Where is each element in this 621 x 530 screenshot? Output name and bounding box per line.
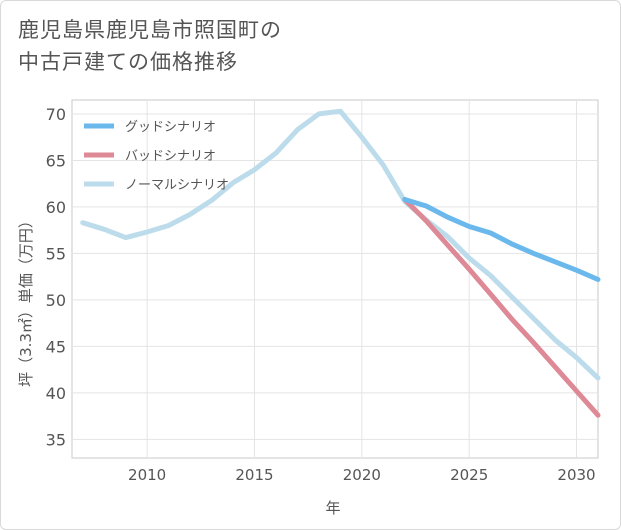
y-axis-ticks: 35 40 45 50 55 60 65 70 [46,105,66,449]
y-axis-label: 坪（3.3㎡）単価（万円） [17,213,35,387]
chart-title: 鹿児島県鹿児島市照国町の 中古戸建ての価格推移 [18,14,578,78]
series-line-0 [402,197,601,282]
x-tick-label: 2030 [557,466,595,484]
chart-title-line-2: 中古戸建ての価格推移 [18,50,238,74]
x-tick-label: 2020 [343,466,381,484]
y-tick-label: 60 [46,198,66,217]
x-axis-label: 年 [325,499,340,517]
legend-label: グッドシナリオ [125,120,216,135]
y-tick-label: 55 [46,244,66,263]
y-tick-label: 65 [46,151,66,170]
y-tick-label: 50 [46,291,66,310]
series-lines [80,108,601,418]
x-tick-label: 2015 [235,466,273,484]
legend-label: ノーマルシナリオ [125,178,229,193]
y-tick-label: 70 [46,105,66,124]
x-axis-ticks: 2010 2015 2020 2025 2030 [128,466,596,484]
y-tick-label: 40 [46,384,66,403]
y-tick-label: 45 [46,337,66,356]
x-tick-label: 2010 [128,466,166,484]
grid-lines [72,100,598,458]
chart-title-line-1: 鹿児島県鹿児島市照国町の [18,18,282,42]
series-line-2 [80,108,601,381]
series-line-1 [402,197,601,418]
y-tick-label: 35 [46,430,66,449]
x-tick-label: 2025 [450,466,488,484]
legend-label: バッドシナリオ [125,149,216,164]
